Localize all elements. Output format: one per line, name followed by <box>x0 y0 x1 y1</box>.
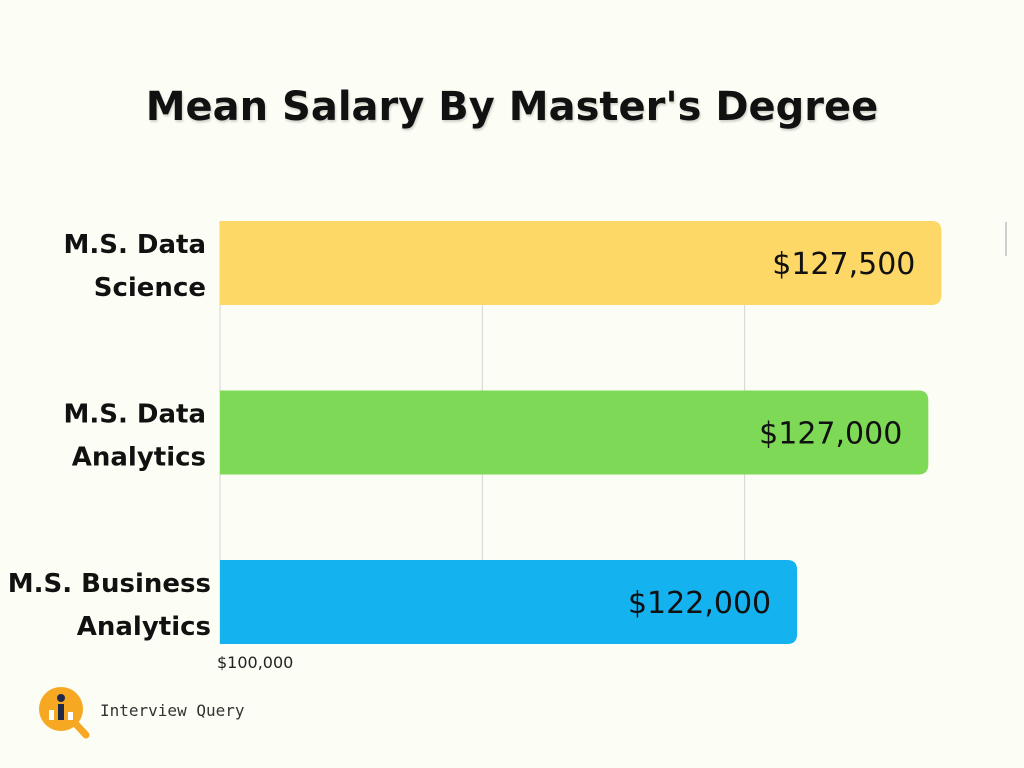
category-label: M.S. Data <box>63 400 206 430</box>
logo-text: Interview Query <box>100 700 245 720</box>
bar-value-label: $127,500 <box>772 247 915 282</box>
bar <box>220 560 798 644</box>
category-label: Science <box>94 273 206 303</box>
bar <box>220 221 942 305</box>
category-labels: M.S. Data Science M.S. Data Analytics M.S. B… <box>8 230 211 642</box>
bar <box>220 390 929 475</box>
edge-divider <box>1005 222 1007 256</box>
interview-query-logo-icon <box>39 687 90 739</box>
data-labels: $127,500 $127,000 $122,000 <box>628 247 915 621</box>
bars <box>220 221 942 644</box>
bar-value-label: $122,000 <box>628 586 771 621</box>
category-label: Analytics <box>77 612 211 642</box>
category-label: M.S. Business <box>8 569 211 599</box>
brand-logo: Interview Query <box>36 684 245 740</box>
x-tick-label: $100,000 <box>217 653 293 672</box>
category-label: Analytics <box>72 443 206 473</box>
category-label: M.S. Data <box>63 230 206 260</box>
bar-value-label: $127,000 <box>759 417 902 452</box>
x-axis-ticks: $100,000 <box>217 653 293 672</box>
chart-title: Mean Salary By Master's Degree <box>145 84 879 130</box>
